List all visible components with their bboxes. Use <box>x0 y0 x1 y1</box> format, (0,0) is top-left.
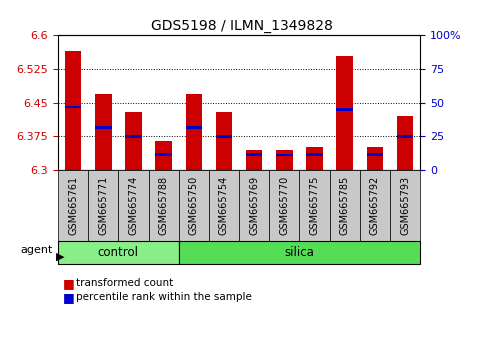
Text: ■: ■ <box>63 291 74 304</box>
Text: GSM665785: GSM665785 <box>340 176 350 235</box>
Bar <box>65 51 81 170</box>
Text: control: control <box>98 246 139 259</box>
Bar <box>95 94 112 170</box>
Text: GSM665770: GSM665770 <box>279 176 289 235</box>
Bar <box>125 135 142 138</box>
Text: GSM665792: GSM665792 <box>370 176 380 235</box>
Bar <box>306 148 323 170</box>
Bar <box>65 106 81 108</box>
Text: percentile rank within the sample: percentile rank within the sample <box>76 292 252 302</box>
Bar <box>397 116 413 170</box>
Text: silica: silica <box>284 246 314 259</box>
Bar <box>156 153 172 155</box>
Text: GDS5198 / ILMN_1349828: GDS5198 / ILMN_1349828 <box>151 19 332 34</box>
Bar <box>367 153 383 156</box>
Bar <box>185 126 202 129</box>
Bar <box>397 135 413 138</box>
Bar <box>246 153 262 155</box>
Text: GSM665775: GSM665775 <box>310 176 320 235</box>
Bar <box>216 112 232 170</box>
Text: agent: agent <box>21 245 53 256</box>
Text: GSM665750: GSM665750 <box>189 176 199 235</box>
Bar <box>95 126 112 129</box>
Text: GSM665771: GSM665771 <box>98 176 108 235</box>
Bar <box>246 150 262 170</box>
Text: GSM665754: GSM665754 <box>219 176 229 235</box>
Bar <box>367 148 383 170</box>
Bar <box>337 108 353 111</box>
Bar <box>216 135 232 138</box>
Bar <box>185 94 202 170</box>
Bar <box>125 112 142 170</box>
Text: GSM665793: GSM665793 <box>400 176 410 235</box>
Text: GSM665788: GSM665788 <box>158 176 169 235</box>
Bar <box>306 153 323 155</box>
Bar <box>337 56 353 170</box>
Text: ■: ■ <box>63 277 74 290</box>
Bar <box>156 141 172 170</box>
Bar <box>276 150 293 170</box>
Text: GSM665774: GSM665774 <box>128 176 139 235</box>
Text: transformed count: transformed count <box>76 278 173 288</box>
Bar <box>276 154 293 156</box>
Text: GSM665769: GSM665769 <box>249 176 259 235</box>
Text: GSM665761: GSM665761 <box>68 176 78 235</box>
Text: ▶: ▶ <box>56 251 64 262</box>
